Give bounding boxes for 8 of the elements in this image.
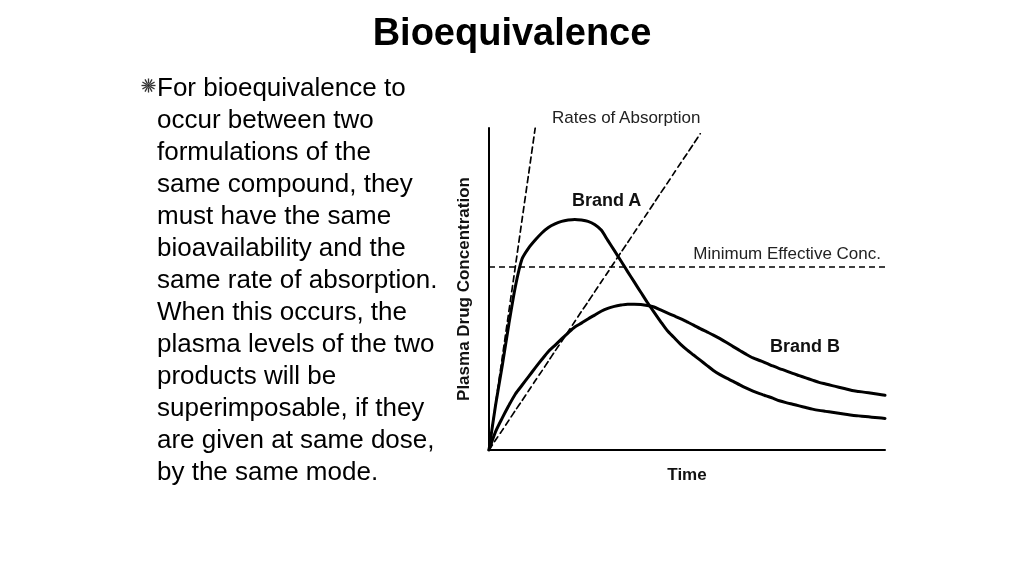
x-axis-title: Time [667,465,707,484]
text: For bioequivalence to occur between two formulations of the same compound, they must have the same bioavailability and the same rate of absorption. When this occurs, the plasma levels of the two products will be superimposable, if they are given at same dose, by the same mode. [157,72,438,486]
y-axis-title: Plasma Drug Concentration [454,177,473,401]
text: Rates of Absorption [552,108,701,127]
chart-title: Bioequivalence [372,11,652,53]
series-label: Brand A [572,190,642,210]
series-label: Brand B [770,336,841,356]
ref-line-label: Minimum Effective Conc. [693,244,881,264]
